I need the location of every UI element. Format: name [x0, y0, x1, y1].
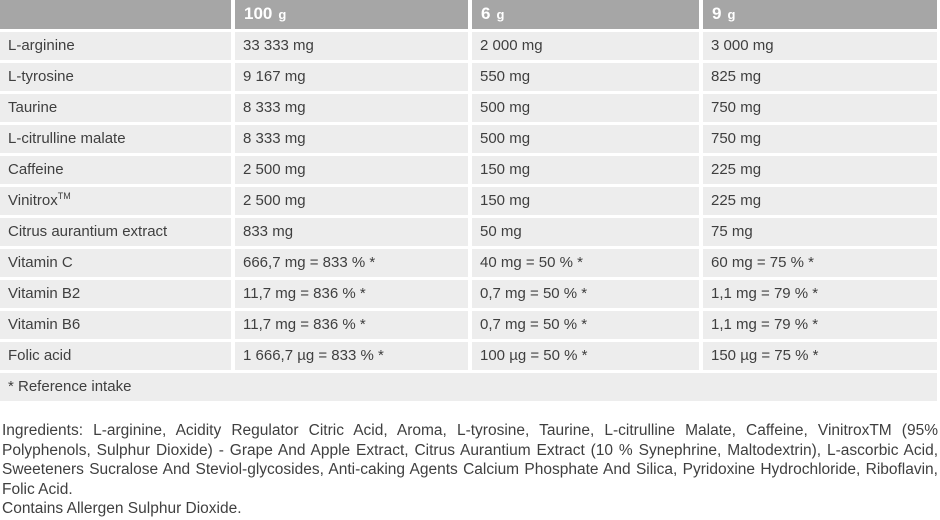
value-9g: 750 mg [703, 94, 937, 125]
ingredients-section: Ingredients: L-arginine, Acidity Regulat… [0, 421, 938, 519]
value-100g: 8 333 mg [235, 94, 472, 125]
trademark-sup: TM [57, 191, 71, 201]
value-100g: 2 500 mg [235, 187, 472, 218]
column-header-100g: 100 g [235, 0, 472, 32]
nutrient-name: Taurine [0, 94, 235, 125]
table-row: Vitamin B6 11,7 mg = 836 % * 0,7 mg = 50… [0, 311, 937, 342]
nutrient-name: Folic acid [0, 342, 235, 373]
value-9g: 825 mg [703, 63, 937, 94]
value-100g: 666,7 mg = 833 % * [235, 249, 472, 280]
value-9g: 60 mg = 75 % * [703, 249, 937, 280]
table-row: Citrus aurantium extract 833 mg 50 mg 75… [0, 218, 937, 249]
header-unit: g [727, 6, 736, 22]
header-unit: g [278, 6, 287, 22]
value-9g: 3 000 mg [703, 32, 937, 63]
value-100g: 833 mg [235, 218, 472, 249]
nutrient-name: Vitamin B6 [0, 311, 235, 342]
value-9g: 75 mg [703, 218, 937, 249]
nutrient-name: Citrus aurantium extract [0, 218, 235, 249]
header-unit: g [496, 6, 505, 22]
table-row: Taurine 8 333 mg 500 mg 750 mg [0, 94, 937, 125]
value-6g: 550 mg [472, 63, 703, 94]
value-6g: 0,7 mg = 50 % * [472, 311, 703, 342]
table-row: VinitroxTM 2 500 mg 150 mg 225 mg [0, 187, 937, 218]
value-6g: 2 000 mg [472, 32, 703, 63]
table-row: Vitamin C 666,7 mg = 833 % * 40 mg = 50 … [0, 249, 937, 280]
table-row: Vitamin B2 11,7 mg = 836 % * 0,7 mg = 50… [0, 280, 937, 311]
ingredients-text: Ingredients: L-arginine, Acidity Regulat… [2, 422, 938, 498]
reference-intake-note: * Reference intake [0, 373, 937, 404]
header-amount: 6 [481, 3, 491, 23]
nutrient-name: L-arginine [0, 32, 235, 63]
table-row: Folic acid 1 666,7 µg = 833 % * 100 µg =… [0, 342, 937, 373]
value-100g: 11,7 mg = 836 % * [235, 311, 472, 342]
nutrient-name: Caffeine [0, 156, 235, 187]
value-9g: 225 mg [703, 156, 937, 187]
value-6g: 50 mg [472, 218, 703, 249]
nutrient-name: L-citrulline malate [0, 125, 235, 156]
value-100g: 2 500 mg [235, 156, 472, 187]
value-6g: 100 µg = 50 % * [472, 342, 703, 373]
value-6g: 0,7 mg = 50 % * [472, 280, 703, 311]
value-9g: 750 mg [703, 125, 937, 156]
header-amount: 100 [244, 3, 273, 23]
value-6g: 500 mg [472, 94, 703, 125]
value-6g: 150 mg [472, 156, 703, 187]
nutrient-name: Vitamin C [0, 249, 235, 280]
table-row: L-tyrosine 9 167 mg 550 mg 825 mg [0, 63, 937, 94]
header-amount: 9 [712, 3, 722, 23]
table-row: L-arginine 33 333 mg 2 000 mg 3 000 mg [0, 32, 937, 63]
value-9g: 1,1 mg = 79 % * [703, 280, 937, 311]
allergen-text: Contains Allergen Sulphur Dioxide. [2, 500, 242, 517]
value-9g: 150 µg = 75 % * [703, 342, 937, 373]
nutrient-name: VinitroxTM [0, 187, 235, 218]
value-6g: 40 mg = 50 % * [472, 249, 703, 280]
column-header-empty [0, 0, 235, 32]
footnote-row: * Reference intake [0, 373, 937, 404]
value-100g: 1 666,7 µg = 833 % * [235, 342, 472, 373]
value-6g: 150 mg [472, 187, 703, 218]
value-100g: 33 333 mg [235, 32, 472, 63]
table-body: L-arginine 33 333 mg 2 000 mg 3 000 mg L… [0, 32, 937, 404]
nutrient-name: L-tyrosine [0, 63, 235, 94]
value-9g: 1,1 mg = 79 % * [703, 311, 937, 342]
value-6g: 500 mg [472, 125, 703, 156]
value-100g: 11,7 mg = 836 % * [235, 280, 472, 311]
value-9g: 225 mg [703, 187, 937, 218]
table-row: Caffeine 2 500 mg 150 mg 225 mg [0, 156, 937, 187]
table-row: L-citrulline malate 8 333 mg 500 mg 750 … [0, 125, 937, 156]
nutrient-name: Vitamin B2 [0, 280, 235, 311]
value-100g: 8 333 mg [235, 125, 472, 156]
value-100g: 9 167 mg [235, 63, 472, 94]
